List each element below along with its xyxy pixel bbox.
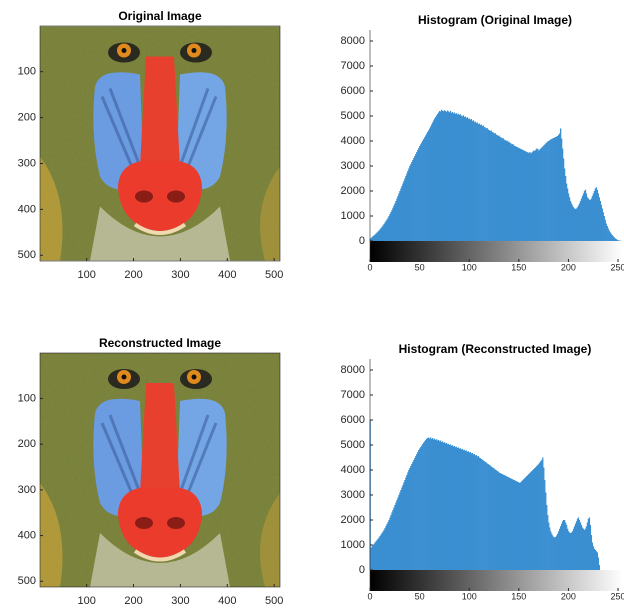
x-tick-label: 250	[611, 262, 624, 272]
y-tick-label: 100	[18, 66, 36, 78]
y-tick-label: 0	[359, 564, 365, 576]
y-tick-label: 8000	[341, 364, 365, 376]
y-tick-label: 1000	[341, 210, 365, 222]
y-tick-label: 500	[18, 249, 36, 261]
histogram-bar	[599, 565, 600, 570]
y-tick-label: 3000	[341, 160, 365, 172]
y-tick-label: 8000	[341, 35, 365, 47]
chart-title: Histogram (Reconstructed Image)	[399, 342, 592, 356]
x-tick-label: 100	[462, 591, 477, 601]
x-tick-label: 100	[77, 595, 95, 607]
x-tick-label: 50	[415, 591, 425, 601]
page: 100200300400500100200300400500Original I…	[0, 0, 624, 611]
x-tick-label: 200	[561, 262, 576, 272]
chart-title: Histogram (Original Image)	[418, 13, 572, 27]
x-tick-label: 500	[265, 595, 283, 607]
chart-title: Original Image	[118, 9, 202, 23]
y-tick-label: 5000	[341, 110, 365, 122]
x-tick-label: 0	[367, 262, 372, 272]
x-tick-label: 300	[171, 269, 189, 281]
y-tick-label: 200	[18, 438, 36, 450]
x-tick-label: 100	[77, 269, 95, 281]
y-tick-label: 300	[18, 484, 36, 496]
y-tick-label: 300	[18, 157, 36, 169]
y-tick-label: 400	[18, 529, 36, 541]
y-tick-label: 7000	[341, 389, 365, 401]
y-tick-label: 400	[18, 203, 36, 215]
y-tick-label: 7000	[341, 60, 365, 72]
gray-colorbar	[370, 241, 623, 262]
original-image	[40, 27, 280, 261]
y-tick-label: 200	[18, 111, 36, 123]
gray-colorbar	[370, 570, 623, 591]
x-tick-label: 0	[367, 591, 372, 601]
x-tick-label: 400	[218, 269, 236, 281]
y-tick-label: 3000	[341, 489, 365, 501]
y-tick-label: 4000	[341, 464, 365, 476]
x-tick-label: 200	[561, 591, 576, 601]
x-tick-label: 500	[265, 269, 283, 281]
reconstructed-image	[40, 353, 280, 587]
y-tick-label: 100	[18, 392, 36, 404]
x-tick-label: 200	[124, 269, 142, 281]
y-tick-label: 0	[359, 235, 365, 247]
x-tick-label: 100	[462, 262, 477, 272]
y-tick-label: 6000	[341, 414, 365, 426]
chart-title: Reconstructed Image	[99, 336, 221, 350]
y-tick-label: 4000	[341, 135, 365, 147]
figure: 100200300400500100200300400500Original I…	[0, 0, 624, 611]
x-tick-label: 400	[218, 595, 236, 607]
y-tick-label: 6000	[341, 85, 365, 97]
x-tick-label: 50	[415, 262, 425, 272]
x-tick-label: 150	[511, 591, 526, 601]
y-tick-label: 1000	[341, 539, 365, 551]
y-tick-label: 2000	[341, 514, 365, 526]
x-tick-label: 200	[124, 595, 142, 607]
y-tick-label: 2000	[341, 185, 365, 197]
y-tick-label: 5000	[341, 439, 365, 451]
x-tick-label: 150	[511, 262, 526, 272]
x-tick-label: 300	[171, 595, 189, 607]
y-tick-label: 500	[18, 575, 36, 587]
x-tick-label: 250	[611, 591, 624, 601]
